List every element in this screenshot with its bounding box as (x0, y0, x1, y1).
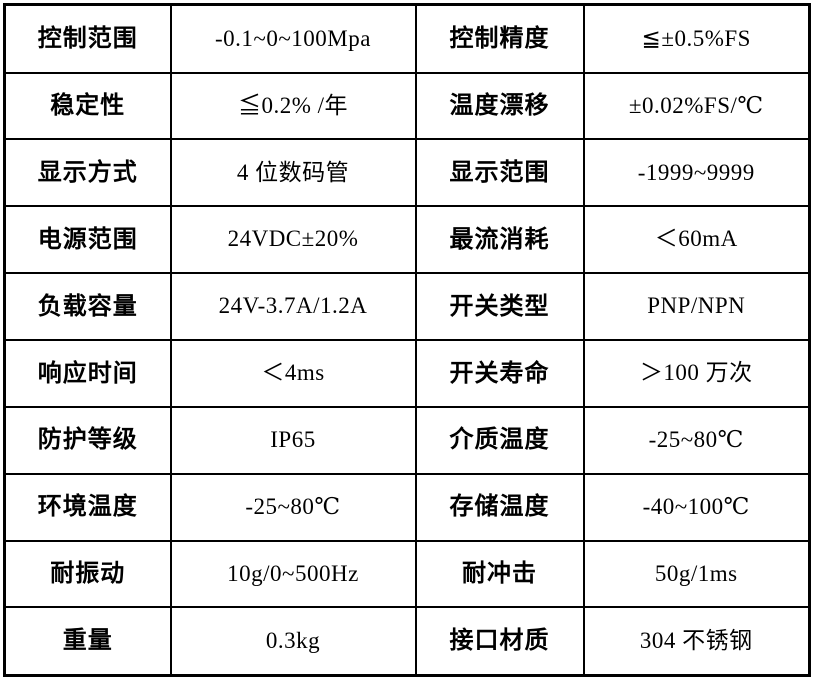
spec-value-temperature-drift: ±0.02%FS/℃ (582, 71, 811, 141)
spec-value-stability: ≦0.2% /年 (169, 71, 417, 141)
table-row: 稳定性 ≦0.2% /年 温度漂移 ±0.02%FS/℃ (3, 71, 811, 141)
table-row: 响应时间 ＜4ms 开关寿命 ＞100 万次 (3, 338, 811, 408)
spec-value-response-time: ＜4ms (169, 338, 417, 408)
spec-value-medium-temperature: -25~80℃ (582, 405, 811, 475)
spec-label-ambient-temperature: 环境温度 (3, 472, 172, 542)
spec-label-max-current: 最流消耗 (414, 205, 585, 275)
table-row: 耐振动 10g/0~500Hz 耐冲击 50g/1ms (3, 539, 811, 609)
spec-value-weight: 0.3kg (169, 606, 417, 677)
spec-label-switch-type: 开关类型 (414, 272, 585, 341)
spec-label-temperature-drift: 温度漂移 (414, 71, 585, 141)
spec-label-medium-temperature: 介质温度 (414, 405, 585, 475)
spec-label-protection-grade: 防护等级 (3, 405, 172, 475)
table-row: 环境温度 -25~80℃ 存储温度 -40~100℃ (3, 472, 811, 542)
spec-value-interface-material: 304 不锈钢 (582, 606, 811, 677)
spec-label-display-type: 显示方式 (3, 138, 172, 208)
spec-value-switch-life: ＞100 万次 (582, 338, 811, 408)
table-row: 防护等级 IP65 介质温度 -25~80℃ (3, 405, 811, 475)
spec-label-response-time: 响应时间 (3, 338, 172, 408)
spec-value-protection-grade: IP65 (169, 405, 417, 475)
spec-value-ambient-temperature: -25~80℃ (169, 472, 417, 542)
spec-label-shock-resistance: 耐冲击 (414, 539, 585, 609)
table-body: 控制范围 -0.1~0~100Mpa 控制精度 ≦±0.5%FS 稳定性 ≦0.… (3, 3, 811, 677)
specification-table: 控制范围 -0.1~0~100Mpa 控制精度 ≦±0.5%FS 稳定性 ≦0.… (3, 3, 811, 677)
spec-label-control-accuracy: 控制精度 (414, 3, 585, 74)
table-row: 控制范围 -0.1~0~100Mpa 控制精度 ≦±0.5%FS (3, 3, 811, 74)
table-row: 负载容量 24V-3.7A/1.2A 开关类型 PNP/NPN (3, 272, 811, 341)
spec-value-vibration-resistance: 10g/0~500Hz (169, 539, 417, 609)
spec-label-interface-material: 接口材质 (414, 606, 585, 677)
spec-value-storage-temperature: -40~100℃ (582, 472, 811, 542)
table-row: 显示方式 4 位数码管 显示范围 -1999~9999 (3, 138, 811, 208)
spec-label-storage-temperature: 存储温度 (414, 472, 585, 542)
spec-label-switch-life: 开关寿命 (414, 338, 585, 408)
spec-value-switch-type: PNP/NPN (582, 272, 811, 341)
spec-value-max-current: ＜60mA (582, 205, 811, 275)
spec-value-display-type: 4 位数码管 (169, 138, 417, 208)
spec-label-power-range: 电源范围 (3, 205, 172, 275)
spec-value-control-range: -0.1~0~100Mpa (169, 3, 417, 74)
spec-label-control-range: 控制范围 (3, 3, 172, 74)
table-row: 电源范围 24VDC±20% 最流消耗 ＜60mA (3, 205, 811, 275)
spec-label-display-range: 显示范围 (414, 138, 585, 208)
table-row: 重量 0.3kg 接口材质 304 不锈钢 (3, 606, 811, 677)
spec-value-shock-resistance: 50g/1ms (582, 539, 811, 609)
spec-value-load-capacity: 24V-3.7A/1.2A (169, 272, 417, 341)
spec-label-vibration-resistance: 耐振动 (3, 539, 172, 609)
spec-label-weight: 重量 (3, 606, 172, 677)
spec-label-stability: 稳定性 (3, 71, 172, 141)
spec-value-display-range: -1999~9999 (582, 138, 811, 208)
spec-value-power-range: 24VDC±20% (169, 205, 417, 275)
spec-value-control-accuracy: ≦±0.5%FS (582, 3, 811, 74)
spec-label-load-capacity: 负载容量 (3, 272, 172, 341)
